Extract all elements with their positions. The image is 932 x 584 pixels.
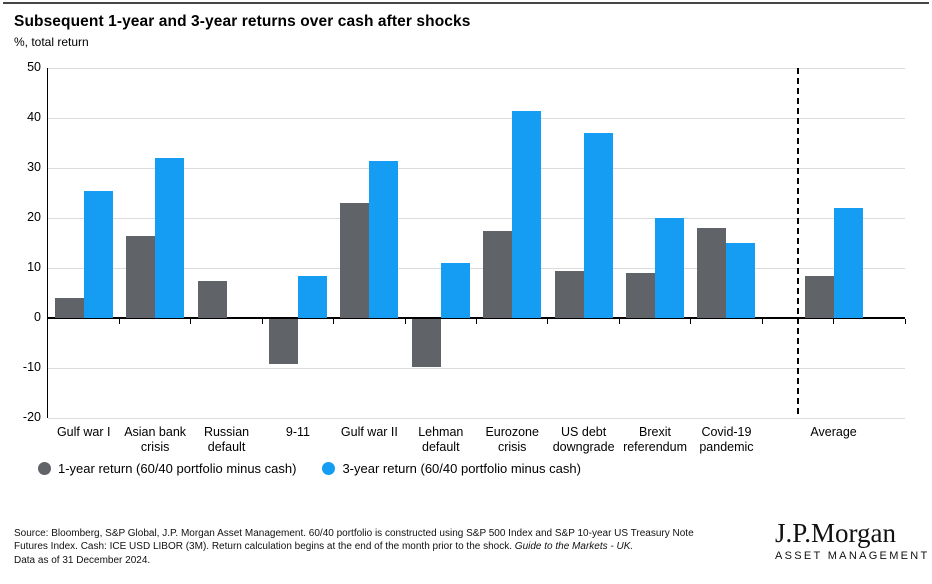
guide-to-markets-reference: Guide to the Markets - UK. [514, 541, 634, 553]
bar-1-year-return [197, 280, 227, 318]
y-axis-label: 50 [27, 60, 41, 74]
bar-1-year-return [268, 319, 298, 364]
bar-1-year-return [126, 235, 156, 318]
x-category-label: Lehman default [418, 425, 464, 454]
x-category-label: Gulf war I [56, 425, 111, 439]
jpmorgan-logo: J.P.Morgan ASSET MANAGEMENT [775, 518, 930, 562]
bar-1-year-return [804, 275, 834, 318]
x-category-label: Covid-19 pandemic [699, 425, 754, 454]
y-gridline [48, 117, 905, 119]
chart-legend: 1-year return (60/40 portfolio minus cas… [38, 461, 581, 476]
y-axis-label: -20 [22, 410, 41, 424]
x-category-label: Brexit referendum [623, 425, 687, 454]
bar-3-year-return [297, 275, 327, 318]
x-axis-zero-line [48, 317, 905, 319]
bar-3-year-return [583, 133, 613, 318]
x-axis-tick [904, 319, 906, 324]
x-axis-tick [690, 319, 692, 324]
legend-item-3-year-return: 3-year return (60/40 portfolio minus cas… [322, 461, 581, 476]
bar-3-year-return [655, 218, 685, 318]
x-axis-tick [261, 319, 263, 324]
bar-3-year-return [726, 243, 756, 318]
x-axis-tick [404, 319, 406, 324]
legend-item-1-year-return: 1-year return (60/40 portfolio minus cas… [38, 461, 296, 476]
source-line-2: Futures Index. Cash: ICE USD LIBOR (3M).… [14, 541, 634, 553]
bar-1-year-return [340, 203, 370, 318]
bar-3-year-return [440, 263, 470, 318]
y-axis-label: 0 [34, 310, 41, 324]
x-axis-tick [833, 319, 835, 324]
bar-3-year-return [833, 208, 863, 318]
bar-1-year-return [554, 270, 584, 318]
y-gridline [48, 167, 905, 169]
x-axis-tick [547, 319, 549, 324]
legend-swatch-gray-icon [38, 462, 51, 475]
chart-title: Subsequent 1-year and 3-year returns ove… [14, 13, 471, 30]
y-gridline [48, 67, 905, 69]
y-gridline [48, 267, 905, 269]
source-line-1: Source: Bloomberg, S&P Global, J.P. Morg… [14, 528, 694, 539]
logo-wordmark: J.P.Morgan [775, 518, 897, 548]
bar-3-year-return [83, 190, 113, 318]
top-divider [3, 2, 929, 4]
x-category-label: Gulf war II [340, 425, 398, 439]
average-separator-line [796, 68, 799, 418]
bar-1-year-return [54, 298, 84, 318]
bar-3-year-return [155, 158, 185, 318]
x-axis-tick [476, 319, 477, 324]
y-axis-label: 40 [27, 110, 41, 124]
y-gridline [48, 417, 905, 419]
y-axis-line [46, 68, 48, 418]
x-axis-tick [118, 319, 120, 324]
x-axis-tick [190, 319, 192, 324]
y-axis-label: 30 [27, 160, 41, 174]
x-axis-tick [618, 319, 620, 324]
chart-unit-label: %, total return [14, 35, 89, 49]
y-gridline [48, 217, 905, 219]
x-category-label: Eurozone crisis [485, 425, 539, 454]
source-line-3: Data as of 31 December 2024. [14, 554, 151, 566]
x-category-label: US debt downgrade [552, 425, 615, 454]
x-category-label-average: Average [810, 425, 857, 439]
bar-1-year-return [697, 228, 727, 318]
bar-3-year-return [369, 160, 399, 318]
logo-subtitle: ASSET MANAGEMENT [775, 550, 930, 562]
legend-label-1-year-return: 1-year return (60/40 portfolio minus cas… [58, 461, 297, 476]
bar-1-year-return [626, 273, 656, 318]
bar-3-year-return [512, 110, 542, 318]
x-category-label: Russian default [203, 425, 250, 454]
x-axis-tick [333, 319, 335, 324]
bar-1-year-return [483, 230, 513, 318]
x-category-label: 9-11 [285, 425, 310, 439]
x-axis-tick [761, 319, 763, 324]
y-axis-label: 10 [27, 260, 41, 274]
legend-swatch-blue-icon [322, 462, 336, 475]
legend-label-3-year-return: 3-year return (60/40 portfolio minus cas… [342, 461, 581, 476]
source-note: Source: Bloomberg, S&P Global, J.P. Morg… [14, 527, 774, 567]
y-gridline [48, 367, 905, 369]
y-axis-label: 20 [27, 210, 41, 224]
bar-1-year-return [411, 319, 441, 367]
y-axis-label: -10 [22, 360, 41, 374]
x-category-label: Asian bank crisis [124, 425, 187, 454]
